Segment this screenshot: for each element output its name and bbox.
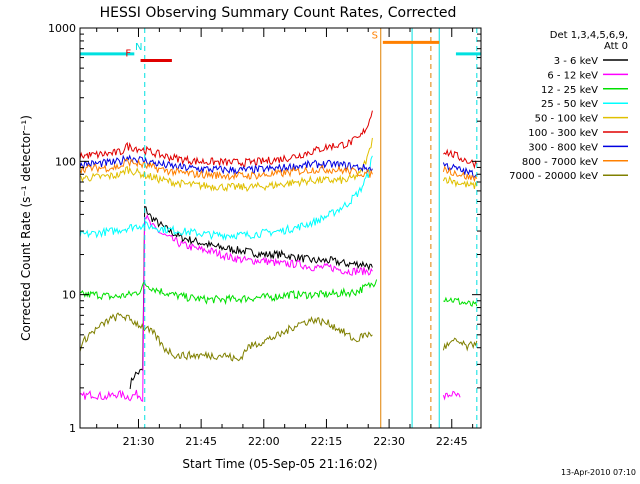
axis-layer: 1 10 100 1000 21:30 21:45 22:00 22:15 22:30 22:45 (48, 22, 481, 448)
series-line-4-segment-0 (79, 137, 373, 193)
legend-label-1: 6 - 12 keV (547, 70, 598, 81)
x-tick-label-0: 21:30 (123, 435, 155, 448)
legend-label-2: 12 - 25 keV (541, 85, 598, 96)
legend-label-8: 7000 - 20000 keV (509, 171, 598, 182)
annotation-label-F: F (125, 49, 131, 60)
series-line-2-segment-1 (443, 296, 478, 307)
series-line-4-segment-1 (442, 175, 478, 190)
timestamp: 13-Apr-2010 07:10 (561, 468, 636, 477)
plot-frame (79, 27, 482, 429)
legend-header-1: Att 0 (604, 41, 628, 52)
chart-title: HESSI Observing Summary Count Rates, Cor… (100, 5, 457, 21)
legend: Det 1,3,4,5,6,9,Att 0 3 - 6 keV 6 - 12 keV… (509, 30, 628, 182)
series-line-7-segment-0 (79, 158, 373, 181)
y-axis-label: Corrected Count Rate (s⁻¹ detector⁻¹) (19, 115, 33, 341)
legend-label-3: 25 - 50 keV (541, 99, 598, 110)
legend-label-7: 800 - 7000 keV (522, 157, 598, 168)
annotation-label-S: S (372, 30, 378, 41)
annotation-label-N: N (135, 42, 142, 53)
series-line-1-segment-1 (442, 390, 461, 401)
series-line-7-segment-1 (442, 165, 478, 183)
series-line-8-segment-0 (79, 312, 373, 362)
series-line-5-segment-1 (443, 148, 478, 170)
y-tick-label-1: 10 (62, 289, 76, 302)
x-tick-label-1: 21:45 (185, 435, 217, 448)
y-tick-label-3: 1000 (48, 22, 76, 35)
legend-label-6: 300 - 800 keV (528, 142, 598, 153)
series-line-0-segment-0 (129, 205, 373, 390)
x-tick-label-2: 22:00 (248, 435, 280, 448)
series-line-8-segment-1 (442, 337, 478, 352)
series-line-5-segment-0 (79, 110, 373, 168)
series-line-3-segment-0 (79, 155, 373, 241)
x-tick-label-3: 22:15 (311, 435, 343, 448)
series-line-1-segment-0 (79, 214, 373, 402)
y-tick-label-0: 1 (69, 422, 76, 435)
x-tick-label-5: 22:45 (436, 435, 468, 448)
legend-label-5: 100 - 300 keV (528, 128, 598, 139)
series-line-6-segment-0 (79, 154, 373, 175)
legend-label-0: 3 - 6 keV (554, 56, 598, 67)
legend-label-4: 50 - 100 keV (535, 114, 599, 125)
plot-layer: NF S (79, 28, 481, 428)
x-axis-label: Start Time (05-Sep-05 21:16:02) (182, 457, 377, 471)
legend-header-0: Det 1,3,4,5,6,9, (550, 30, 628, 41)
x-tick-label-4: 22:30 (373, 435, 405, 448)
series-line-2-segment-0 (79, 279, 378, 306)
y-tick-label-2: 100 (55, 155, 76, 168)
